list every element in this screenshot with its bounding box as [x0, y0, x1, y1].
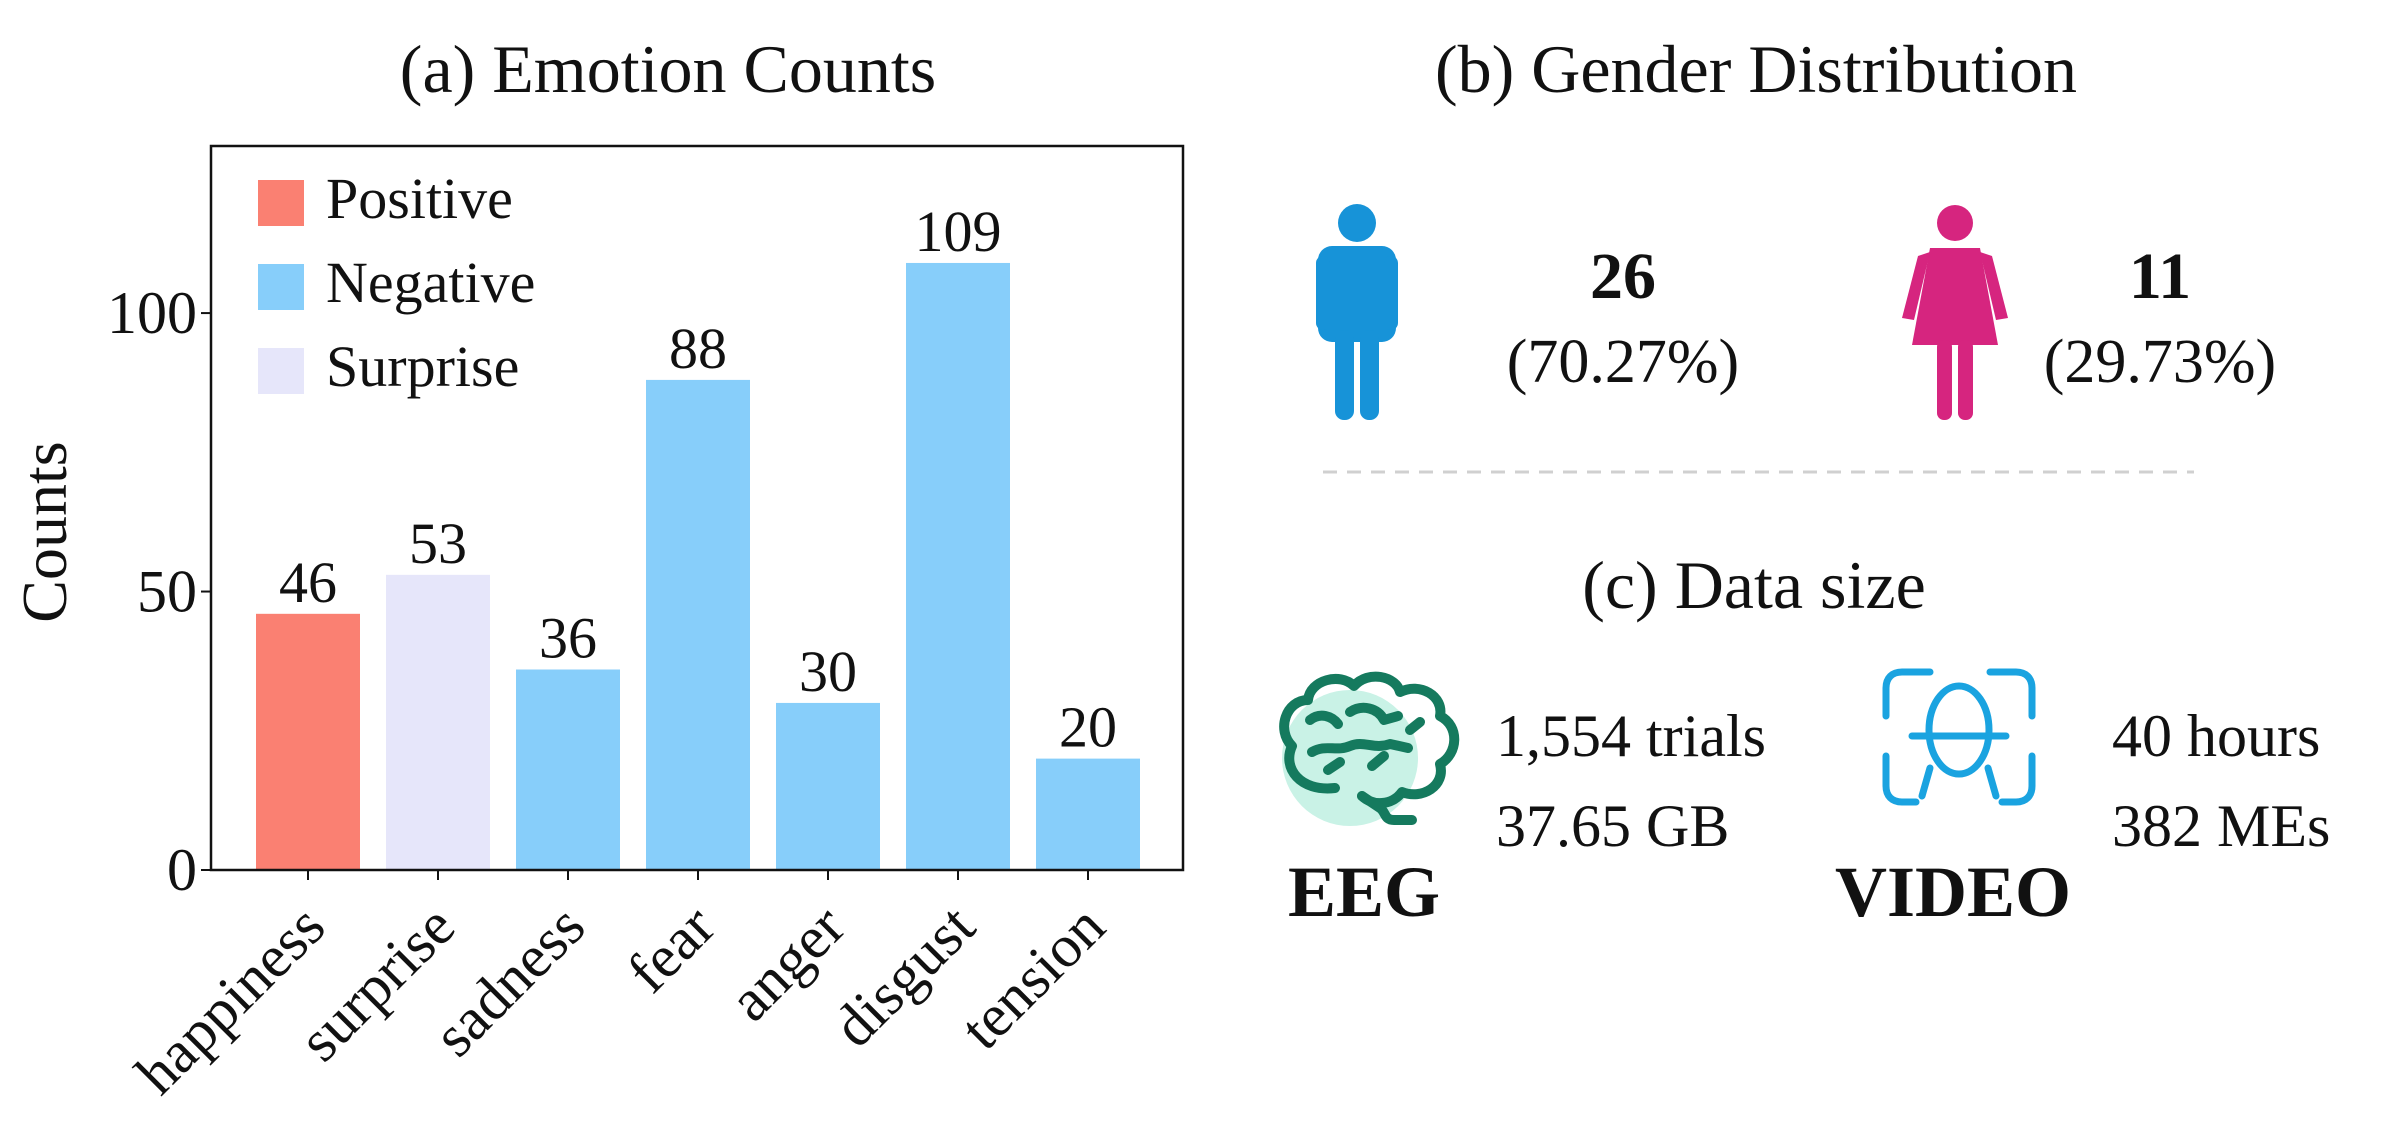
- legend-label-surprise: Surprise: [326, 334, 519, 399]
- x-tick-label: sadness: [421, 893, 597, 1069]
- female-percent: (29.73%): [2044, 328, 2276, 396]
- female-count: 11: [2129, 240, 2191, 313]
- x-tick-label: fear: [615, 893, 728, 1006]
- plot-frame: [209, 144, 1185, 872]
- male-percent: (70.27%): [1507, 328, 1739, 396]
- bar-series: [256, 262, 1140, 870]
- brain-icon: [1279, 671, 1460, 826]
- y-axis-ticks: 0 50 100: [107, 280, 211, 903]
- chart-title: (a) Emotion Counts: [400, 31, 936, 107]
- bar-value-label: 20: [1059, 695, 1117, 760]
- legend-label-negative: Negative: [326, 250, 535, 315]
- bar-value-labels: 46 53 36 88 30 109 20: [279, 199, 1117, 760]
- y-tick-label: 0: [167, 837, 197, 903]
- y-tick-label: 100: [107, 280, 197, 346]
- bar-value-label: 30: [799, 639, 857, 704]
- video-hours: 40 hours: [2112, 703, 2320, 769]
- eeg-size: 37.65 GB: [1496, 793, 1729, 859]
- bar-fear: [646, 379, 750, 870]
- legend-label-positive: Positive: [326, 166, 513, 231]
- chart-legend: Positive Negative Surprise: [258, 166, 535, 399]
- eeg-label: EEG: [1288, 852, 1440, 932]
- bar-sadness: [516, 669, 620, 870]
- male-person-icon: [1316, 204, 1398, 420]
- bar-value-label: 53: [409, 511, 467, 576]
- video-mes: 382 MEs: [2112, 793, 2330, 859]
- video-label: VIDEO: [1835, 852, 2071, 932]
- female-person-icon: [1902, 205, 2008, 420]
- eeg-trials: 1,554 trials: [1496, 703, 1766, 769]
- bar-value-label: 36: [539, 606, 597, 671]
- legend-swatch-negative: [258, 264, 304, 310]
- x-tick-label: disgust: [820, 892, 987, 1059]
- y-axis-label: Counts: [9, 441, 80, 622]
- emotion-chart-panel: (a) Emotion Counts Counts 46 53 36 88 30 109 2…: [9, 31, 1185, 1107]
- datasize-panel: (c) Data size EEG 1,554 trials 37.65 GB: [1279, 547, 2330, 932]
- gender-title: (b) Gender Distribution: [1435, 31, 2077, 107]
- bar-tension: [1036, 758, 1140, 870]
- bar-value-label: 88: [669, 316, 727, 381]
- legend-swatch-positive: [258, 180, 304, 226]
- x-tick-label: happiness: [123, 893, 337, 1107]
- bar-disgust: [906, 262, 1010, 870]
- face-scan-icon: [1882, 668, 2036, 806]
- legend-swatch-surprise: [258, 348, 304, 394]
- gender-panel: (b) Gender Distribution 26 (70.27%) 11 (…: [1316, 31, 2276, 474]
- male-count: 26: [1590, 240, 1656, 313]
- datasize-title: (c) Data size: [1582, 547, 1926, 623]
- x-tick-label: tension: [948, 893, 1117, 1062]
- bar-anger: [776, 702, 880, 870]
- bar-value-label: 109: [915, 199, 1002, 264]
- bar-happiness: [256, 613, 360, 870]
- bar-surprise: [386, 574, 490, 870]
- bar-value-label: 46: [279, 550, 337, 615]
- y-tick-label: 50: [137, 559, 197, 625]
